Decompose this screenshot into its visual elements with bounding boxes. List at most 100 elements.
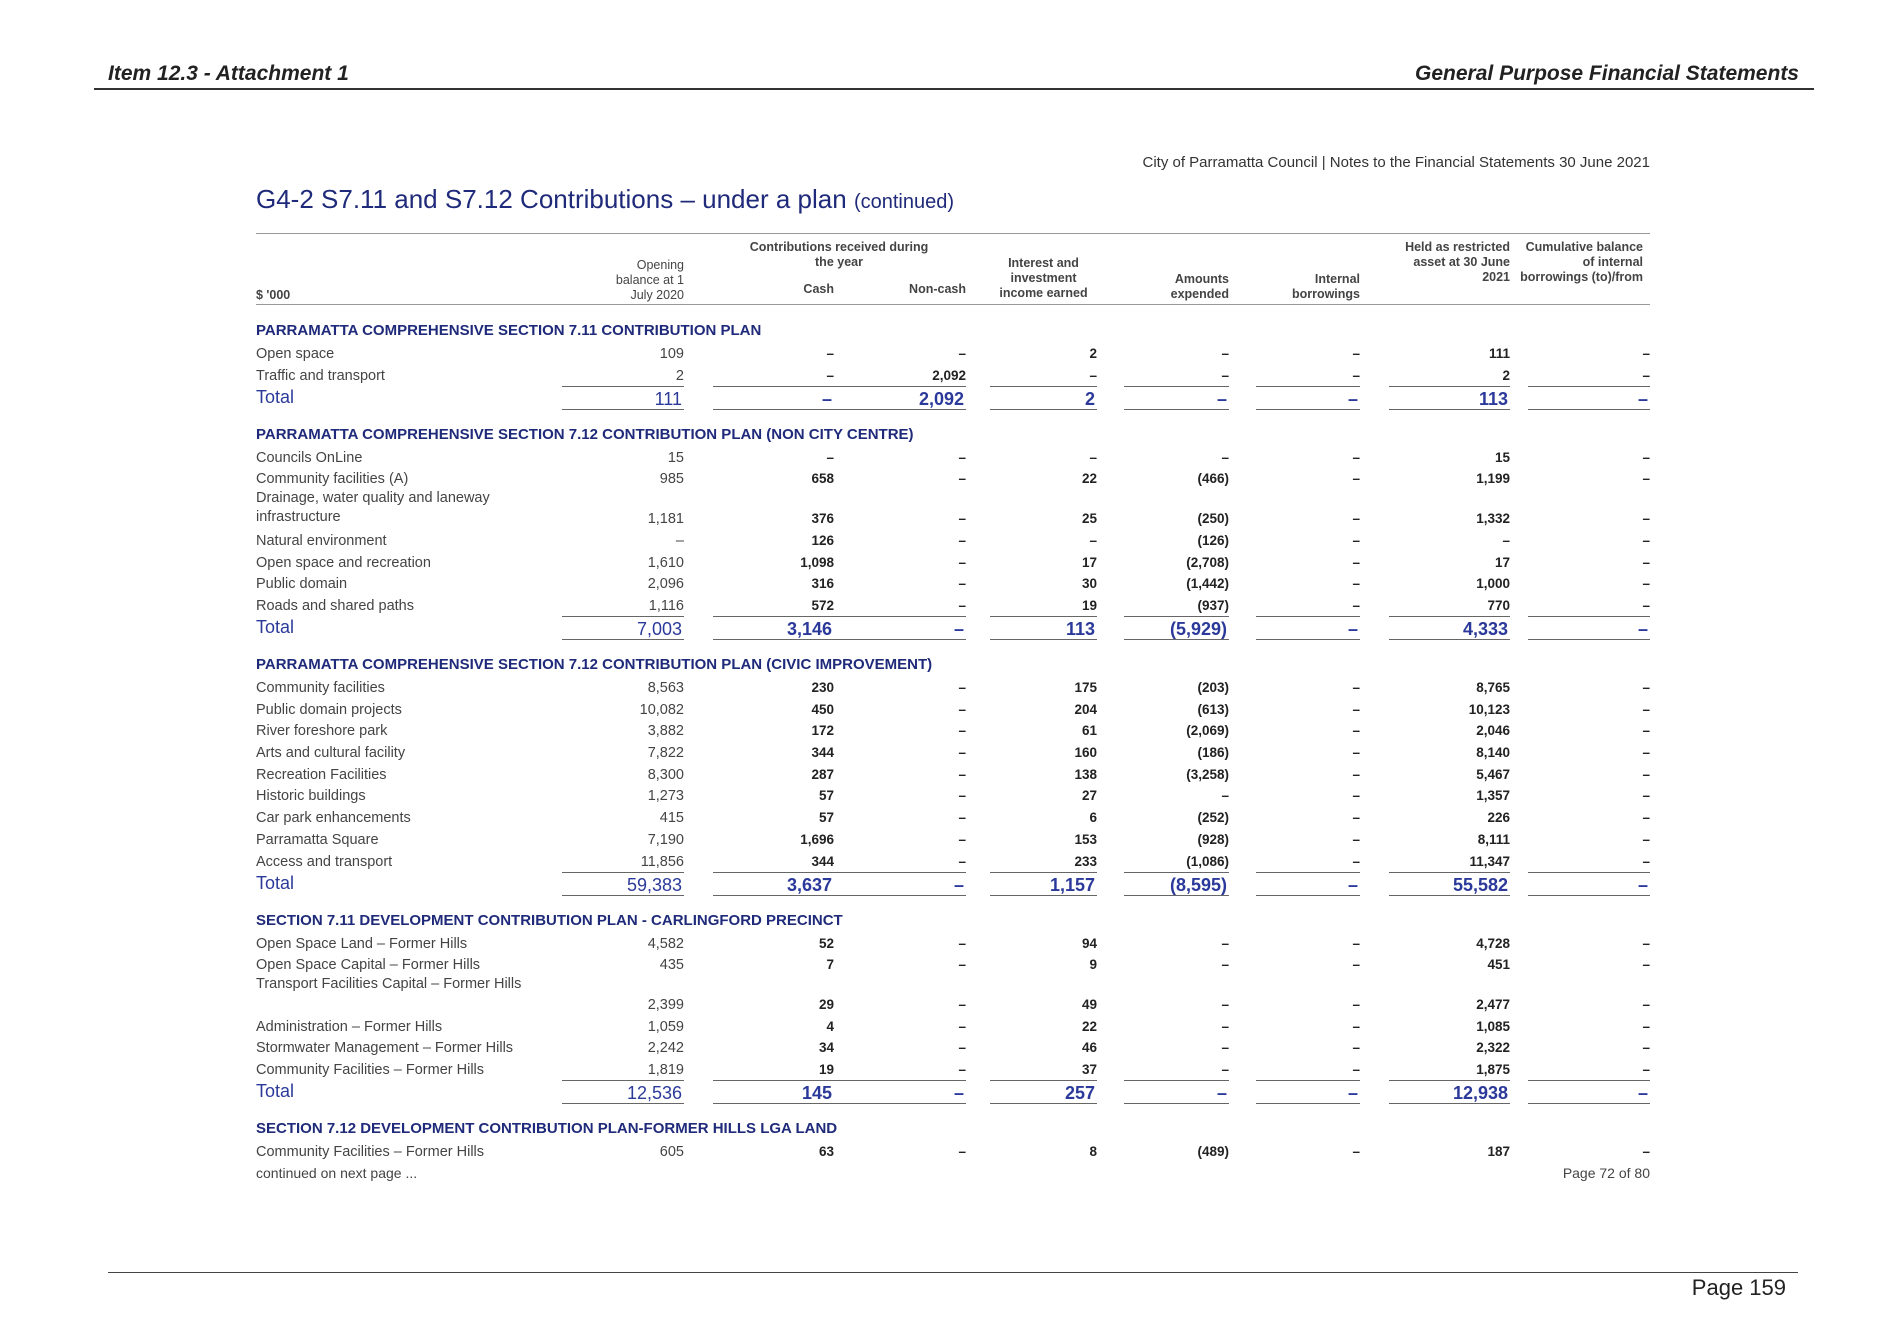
cell-value: 233: [1074, 853, 1097, 869]
cell-value: –: [1352, 723, 1360, 739]
cell-value: 4,582: [647, 935, 684, 952]
cell-value: (466): [1197, 471, 1229, 487]
cell-value: –: [1642, 679, 1650, 695]
cell-value: 7,190: [647, 831, 684, 848]
cell-value: 22: [1081, 1018, 1097, 1034]
cell-value: –: [1352, 831, 1360, 847]
page-number: Page 159: [1691, 1275, 1786, 1300]
cell-value: 1,098: [800, 554, 834, 570]
cell-value: 1,273: [647, 788, 684, 805]
total-value: 3,146: [713, 615, 834, 640]
col-interest: Interest and investment income earned: [999, 256, 1088, 300]
header-left: Item 12.3 - Attachment 1: [108, 62, 349, 85]
cell-value: (252): [1197, 810, 1229, 826]
cell-value: –: [1352, 935, 1360, 951]
cell-value: 4,728: [1476, 935, 1510, 951]
cell-value: 46: [1081, 1040, 1097, 1056]
cell-value: –: [958, 831, 966, 847]
cell-value: –: [1642, 1040, 1650, 1056]
cell-value: –: [1221, 367, 1229, 383]
header-right: General Purpose Financial Statements: [1415, 62, 1799, 85]
cell-value: (2,708): [1186, 554, 1229, 570]
cell-value: 287: [811, 766, 834, 782]
cell-value: 226: [1487, 810, 1510, 826]
cell-value: 61: [1081, 723, 1097, 739]
cell-value: 15: [1494, 449, 1510, 465]
cell-value: –: [958, 723, 966, 739]
row-label: Community facilities: [256, 679, 385, 696]
cell-value: –: [1352, 1144, 1360, 1159]
cell-value: 985: [659, 471, 684, 488]
cell-value: –: [1502, 532, 1510, 548]
cell-value: –: [1642, 996, 1650, 1012]
cell-value: –: [1352, 597, 1360, 613]
cell-value: 770: [1487, 597, 1510, 613]
cell-value: 17: [1494, 554, 1510, 570]
total-value: 113: [990, 615, 1097, 640]
cell-value: –: [1221, 935, 1229, 951]
cell-value: 6: [1089, 810, 1097, 826]
total-value: –: [1256, 615, 1360, 640]
cell-value: –: [958, 576, 966, 592]
cell-value: –: [958, 532, 966, 548]
cell-value: (3,258): [1186, 766, 1229, 782]
cell-value: –: [958, 788, 966, 804]
cell-value: –: [958, 471, 966, 487]
row-label: Open Space Land – Former Hills: [256, 935, 468, 952]
cell-value: 1,199: [1476, 471, 1510, 487]
cell-value: –: [958, 554, 966, 570]
cell-value: –: [1352, 554, 1360, 570]
cell-value: –: [1221, 1062, 1229, 1077]
cell-value: –: [826, 367, 834, 383]
col-cumulative: Cumulative balance of internal borrowing…: [1520, 240, 1643, 284]
cell-value: –: [1642, 449, 1650, 465]
cell-value: (613): [1197, 701, 1229, 717]
row-label: Open space and recreation: [256, 554, 431, 571]
cell-value: 1,696: [800, 831, 834, 847]
cell-value: –: [1642, 532, 1650, 548]
row-label: Open Space Capital – Former Hills: [256, 957, 481, 974]
cell-value: –: [1352, 511, 1360, 527]
continued: continued on next page ...: [256, 1165, 418, 1181]
cell-value: –: [958, 853, 966, 869]
cell-value: 5,467: [1476, 766, 1510, 782]
cell-value: 1,819: [647, 1062, 684, 1078]
row-label: Public domain projects: [256, 701, 402, 718]
row-label: Community Facilities – Former Hills: [256, 1144, 485, 1160]
cell-value: –: [1352, 1040, 1360, 1056]
header-rule: [94, 88, 1814, 90]
row-label: Transport Facilities Capital – Former Hi…: [256, 975, 522, 992]
cell-value: 19: [818, 1062, 834, 1077]
total-value: –: [834, 871, 966, 896]
cell-value: –: [1642, 788, 1650, 804]
col-cash: Cash: [803, 282, 834, 296]
cell-value: 57: [818, 788, 834, 804]
cell-value: 8,563: [647, 679, 684, 696]
row-label: Community facilities (A): [256, 471, 409, 488]
total-value: (5,929): [1124, 615, 1229, 640]
cell-value: –: [1221, 1018, 1229, 1034]
cell-value: –: [1352, 679, 1360, 695]
cell-value: 57: [818, 810, 834, 826]
cell-value: –: [1352, 996, 1360, 1012]
total-value: 55,582: [1389, 871, 1510, 896]
cell-value: 49: [1081, 996, 1097, 1012]
cell-value: –: [958, 766, 966, 782]
cell-value: (203): [1197, 679, 1229, 695]
cell-value: –: [1221, 346, 1229, 361]
cell-value: 7,822: [647, 745, 684, 761]
cell-value: 1,357: [1476, 788, 1510, 804]
row-label: Stormwater Management – Former Hills: [256, 1040, 514, 1057]
cell-value: 605: [659, 1144, 684, 1160]
total-value: –: [1528, 871, 1650, 896]
cell-value: 8,300: [647, 766, 684, 783]
cell-value: (250): [1197, 511, 1229, 527]
cell-value: 126: [811, 532, 834, 548]
col-expended: Amounts expended: [1170, 272, 1229, 301]
cell-value: 1,181: [647, 511, 684, 528]
title: G4-2 S7.11 and S7.12 Contributions – und…: [256, 184, 954, 215]
cell-value: 1,610: [647, 554, 684, 571]
cell-value: –: [958, 996, 966, 1012]
col-opening: Opening balance at 1 July 2020: [615, 258, 684, 302]
cell-value: 63: [818, 1144, 834, 1159]
